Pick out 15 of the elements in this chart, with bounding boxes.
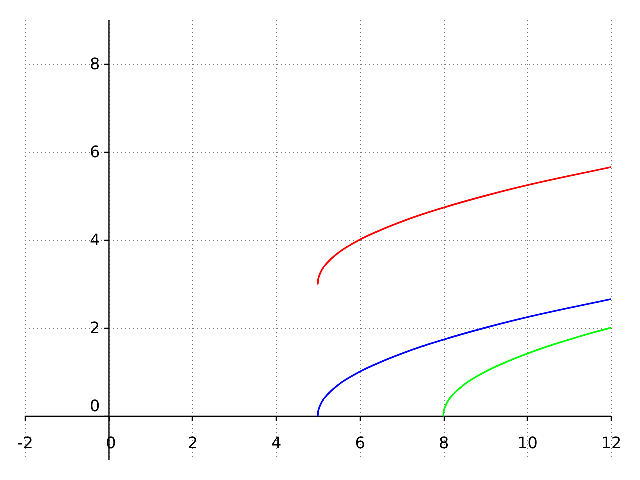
x-tick-label: 4 xyxy=(272,434,282,452)
x-tick-label: 10 xyxy=(518,434,538,452)
x-tick-label: 8 xyxy=(438,434,450,452)
y-tick-label: 2 xyxy=(90,318,100,338)
x-tick-label: -2 xyxy=(18,434,34,452)
y-tick-label: 8 xyxy=(90,54,100,74)
line-series xyxy=(317,298,611,417)
line-series xyxy=(317,166,611,285)
y-tick-label: 0 xyxy=(90,396,100,416)
line-series xyxy=(442,327,611,417)
y-tick-label: 4 xyxy=(90,230,100,250)
x-tick-label: 6 xyxy=(355,434,366,452)
x-tick-label: 12 xyxy=(601,434,622,452)
x-tick-label: 2 xyxy=(188,434,198,452)
y-tick-label: 6 xyxy=(90,142,100,162)
